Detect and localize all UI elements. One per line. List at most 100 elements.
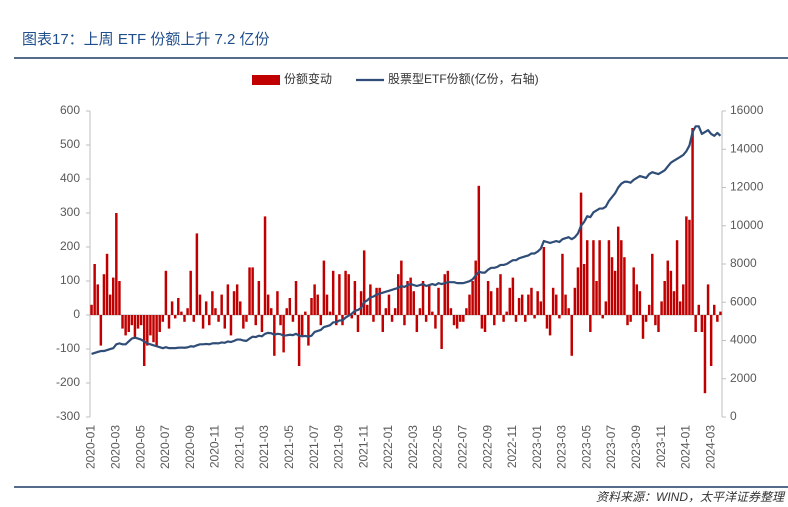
bar [458,315,462,322]
bar [471,281,474,315]
bar [440,315,443,349]
bar [709,315,713,366]
bar [502,315,505,322]
x-tick-label: 2022-03 [406,425,420,469]
bar [347,274,350,315]
bar [304,311,307,315]
bar [186,308,189,315]
bar [121,315,124,329]
bar [288,298,292,315]
x-tick-label: 2022-05 [431,425,445,469]
bar [155,315,158,346]
bar [381,315,385,332]
bar [576,267,580,315]
x-tick-label: 2024-01 [679,425,693,469]
y2-tick-label: 10000 [730,218,764,232]
bar [685,216,688,315]
x-tick-label: 2021-01 [232,425,246,469]
bar [489,291,493,315]
bar [390,315,394,322]
bar [90,304,93,315]
bar [462,315,465,322]
bar [183,315,186,322]
bar [331,270,335,315]
bar [235,284,239,315]
x-tick-label: 2023-09 [629,425,643,469]
bar [421,281,425,315]
bar [700,315,704,332]
bar [146,315,149,346]
bar [412,291,415,315]
y-tick-label: 0 [73,307,80,321]
y2-tick-label: 0 [730,409,737,423]
y-tick-label: 400 [60,171,80,185]
bar [279,315,282,326]
bar [716,315,719,322]
bar [629,315,632,322]
bar [409,277,412,315]
bar [539,301,543,315]
bar [579,192,583,315]
bar [177,298,180,315]
x-tick-label: 2020-07 [158,425,172,469]
bar [269,308,273,315]
bar [585,240,589,315]
bar [344,270,347,315]
bar [350,315,354,319]
bar [570,315,573,356]
bar [291,315,295,322]
bar [434,315,437,329]
bar [589,315,592,332]
bar [418,308,422,315]
bar [115,213,118,315]
bar [139,315,143,326]
x-tick-label: 2023-01 [530,425,544,469]
bar [111,277,115,315]
bar [136,315,140,329]
bar [682,284,685,315]
bar [149,315,152,336]
bar [499,274,502,315]
bar [626,315,629,326]
bar [592,240,595,315]
bar [558,315,561,319]
bar [666,260,670,315]
bar [496,287,499,315]
bar [369,284,372,315]
bar [214,308,217,315]
bar [372,315,375,322]
bar [548,315,552,336]
bar [242,315,245,329]
bar [322,260,326,315]
bar [672,291,676,315]
bar [362,250,366,315]
bar [694,315,697,332]
legend-label: 份额变动 [284,71,332,86]
bar [524,315,527,322]
y-tick-label: 100 [60,273,80,287]
bar [335,315,338,326]
bar [353,281,357,315]
bar [297,315,301,366]
bar [307,315,310,346]
x-tick-label: 2022-07 [455,425,469,469]
x-tick-label: 2020-03 [109,425,123,469]
bar [542,247,546,315]
line [91,125,722,355]
x-tick-label: 2021-09 [332,425,346,469]
bar [443,274,446,315]
bar [208,315,211,326]
x-tick-label: 2023-03 [555,425,569,469]
bar [130,315,134,326]
bar [493,315,496,326]
bar [180,311,183,315]
bar [719,311,722,315]
bar [669,270,673,315]
x-tick-label: 2023-11 [654,425,668,468]
bar [127,315,130,332]
bar [99,315,103,346]
x-tick-label: 2021-03 [257,425,271,469]
bar [152,315,155,343]
bar [105,253,109,315]
